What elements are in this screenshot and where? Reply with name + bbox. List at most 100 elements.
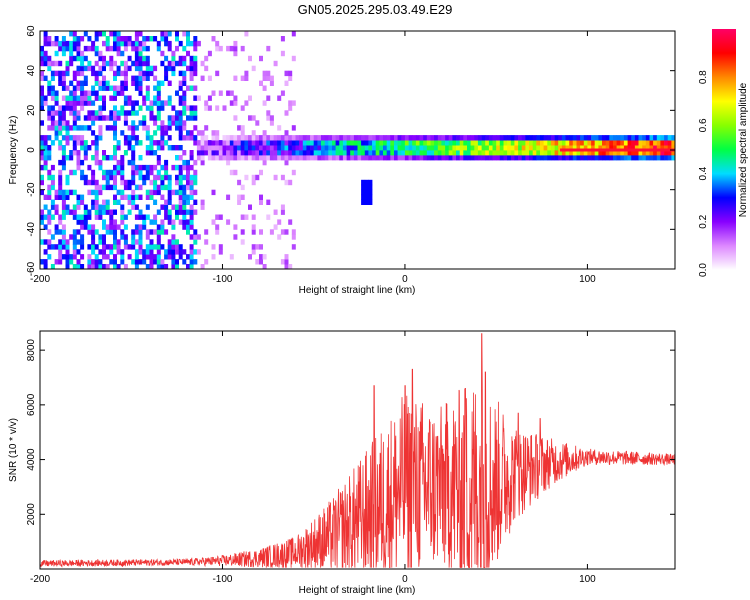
spectrogram-cell bbox=[113, 169, 117, 176]
spectrogram-cell bbox=[346, 155, 351, 161]
spectrogram-cell bbox=[598, 135, 603, 141]
spectrogram-cell bbox=[394, 145, 398, 151]
spectrogram-cell bbox=[634, 145, 639, 151]
spectrogram-cell bbox=[383, 140, 387, 146]
spectrogram-cell bbox=[529, 140, 533, 146]
spectrogram-cell bbox=[361, 140, 366, 146]
spectrogram-cell bbox=[481, 135, 486, 141]
spectrogram-cell bbox=[251, 224, 256, 230]
spectrogram-cell bbox=[273, 174, 278, 181]
spectrogram-cell bbox=[65, 204, 70, 210]
spectrogram-cell bbox=[503, 145, 508, 151]
spectrogram-cell bbox=[76, 36, 81, 42]
spectrogram-cell bbox=[434, 135, 439, 141]
spectrogram-cell bbox=[244, 174, 249, 181]
spectrogram-cell bbox=[138, 209, 143, 215]
spectrogram-cell bbox=[361, 145, 366, 151]
spectrogram-cell bbox=[295, 155, 300, 161]
spectrogram-cell bbox=[123, 184, 128, 191]
spectrogram-cell bbox=[178, 194, 183, 200]
spectrogram-cell bbox=[532, 135, 537, 141]
spectrogram-cell bbox=[91, 100, 96, 106]
spectrogram-cell bbox=[569, 155, 574, 161]
spectrogram-cell bbox=[145, 254, 150, 260]
spectrogram-cell bbox=[160, 174, 165, 181]
spectrogram-cell bbox=[80, 95, 85, 101]
spectrogram-cell bbox=[470, 155, 475, 161]
spectrogram-cell bbox=[47, 125, 52, 131]
spectrogram-cell bbox=[142, 214, 147, 220]
spectrogram-cell bbox=[237, 135, 242, 141]
spectrogram-cell bbox=[40, 100, 44, 106]
spectrogram-cell bbox=[262, 159, 267, 166]
spectrogram-cell bbox=[613, 140, 617, 146]
spectrogram-cell bbox=[134, 264, 139, 269]
spectrogram-cell bbox=[609, 145, 614, 151]
spectrogram-cell bbox=[142, 224, 147, 230]
spectrogram-cell bbox=[248, 204, 252, 210]
spectrogram-cell bbox=[204, 65, 209, 72]
spectrogram-cell bbox=[178, 189, 183, 196]
spectrogram-cell bbox=[40, 120, 44, 126]
spectrogram-cell bbox=[98, 204, 103, 210]
spectrogram-cell bbox=[671, 140, 675, 146]
spectrogram-cell bbox=[404, 150, 409, 156]
spectrogram-cell bbox=[58, 219, 63, 225]
spectrogram-cell bbox=[503, 150, 508, 156]
spectrogram-cell bbox=[58, 159, 63, 166]
spectrogram-cell bbox=[394, 150, 398, 156]
snr-y-tick-label: 8000 bbox=[26, 339, 37, 362]
spectrogram-cell bbox=[456, 140, 460, 146]
spectrogram-cell bbox=[426, 155, 431, 161]
spectrogram-cell bbox=[164, 254, 169, 260]
spectrogram-cell bbox=[40, 209, 44, 215]
spectrogram-cell bbox=[262, 254, 267, 260]
spectrogram-cell bbox=[105, 229, 110, 235]
spectrogram-cell bbox=[175, 209, 179, 215]
spectrogram-cell bbox=[251, 140, 256, 146]
spectrogram-cell bbox=[43, 31, 48, 37]
spectrogram-cell bbox=[113, 244, 117, 250]
spectrogram-cell bbox=[43, 239, 48, 245]
spectrogram-cell bbox=[189, 155, 194, 161]
spectrogram-cell bbox=[94, 36, 99, 42]
spectrogram-cell bbox=[58, 239, 63, 245]
spectrogram-cell bbox=[412, 150, 417, 156]
spectrogram-cell bbox=[149, 36, 154, 42]
spectrogram-cell bbox=[40, 60, 44, 67]
spectrogram-cell bbox=[164, 174, 169, 181]
spectrogram-cell bbox=[222, 140, 227, 146]
spectrogram-cell bbox=[76, 264, 81, 269]
spectrogram-cell bbox=[131, 110, 136, 116]
spectrogram-cell bbox=[554, 140, 559, 146]
spectrogram-cell bbox=[540, 135, 544, 141]
spectrogram-cell bbox=[193, 110, 198, 116]
spectrogram-cell bbox=[273, 209, 278, 215]
spectrogram-cell bbox=[113, 254, 117, 260]
spectrogram-cell bbox=[186, 229, 190, 235]
spectrogram-cell bbox=[186, 169, 190, 176]
spectrogram-cell bbox=[120, 105, 125, 111]
spectrogram-y-label: Frequency (Hz) bbox=[8, 116, 19, 185]
spectrogram-cell bbox=[364, 150, 369, 156]
spectrogram-cell bbox=[218, 140, 223, 146]
spectrogram-cell bbox=[204, 105, 209, 111]
spectrogram-cell bbox=[441, 145, 446, 151]
spectrogram-cell bbox=[153, 100, 158, 106]
spectrogram-cell bbox=[65, 140, 70, 146]
spectrogram-cell bbox=[394, 140, 398, 146]
spectrogram-cell bbox=[233, 150, 238, 156]
spectrogram-cell bbox=[120, 60, 125, 67]
spectrogram-cell bbox=[602, 150, 606, 156]
spectrogram-cell bbox=[189, 110, 194, 116]
spectrogram-cell bbox=[189, 194, 194, 200]
spectrogram-cell bbox=[269, 80, 274, 86]
spectrogram-cell bbox=[171, 219, 176, 225]
spectrogram-cell bbox=[492, 150, 497, 156]
spectrogram-cell bbox=[583, 155, 588, 161]
spectrogram-cell bbox=[266, 199, 271, 205]
spectrogram-cell bbox=[116, 65, 121, 72]
spectrogram-cell bbox=[61, 105, 66, 111]
spectrogram-cell bbox=[430, 140, 435, 146]
spectrogram-cell bbox=[91, 179, 96, 186]
